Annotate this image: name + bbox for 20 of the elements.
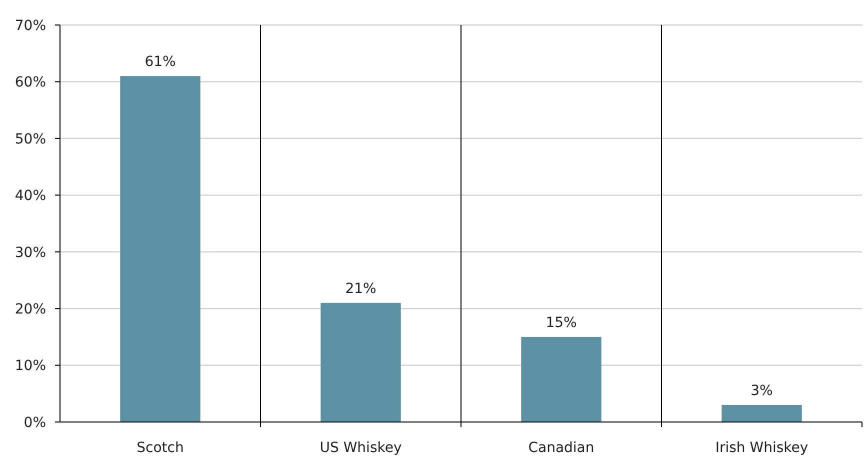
y-tick-label: 0% bbox=[24, 414, 46, 431]
x-tick-label: US Whiskey bbox=[320, 440, 402, 456]
y-tick-label: 30% bbox=[14, 244, 46, 261]
y-tick-label: 20% bbox=[14, 301, 46, 318]
y-tick-label: 10% bbox=[14, 358, 46, 374]
x-tick-label: Scotch bbox=[136, 440, 184, 456]
data-label: 21% bbox=[345, 280, 376, 297]
data-label: 61% bbox=[144, 54, 176, 70]
y-tick-label: 60% bbox=[14, 74, 46, 91]
bar bbox=[521, 336, 602, 422]
x-tick-label: Irish Whiskey bbox=[715, 440, 808, 456]
bar bbox=[722, 404, 802, 422]
x-tick-label: Canadian bbox=[528, 440, 594, 456]
y-tick-label: 50% bbox=[14, 131, 46, 148]
y-tick-label: 40% bbox=[14, 188, 46, 204]
data-label: 3% bbox=[750, 382, 773, 399]
bar bbox=[320, 302, 401, 422]
bar bbox=[120, 76, 200, 422]
y-tick-label: 70% bbox=[14, 18, 46, 34]
data-label: 15% bbox=[546, 314, 577, 331]
